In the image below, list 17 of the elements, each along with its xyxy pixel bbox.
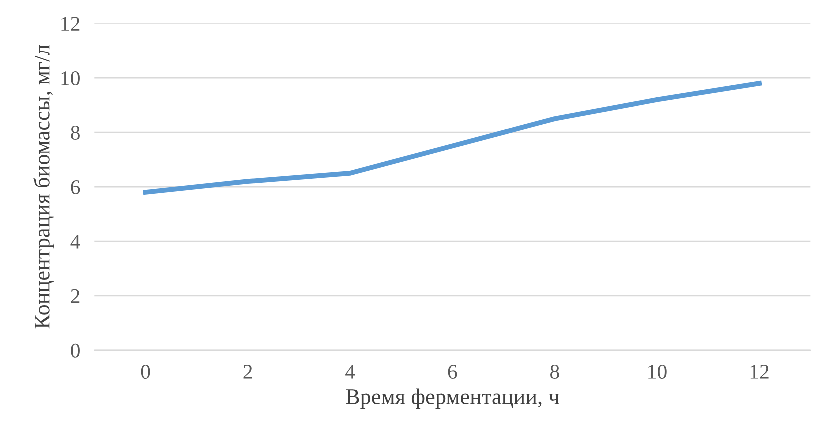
x-tick-label: 4	[346, 365, 356, 379]
y-tick-label: 12	[62, 17, 80, 31]
x-axis-title: Время ферментации, ч	[346, 388, 560, 409]
x-tick-label: 10	[648, 364, 667, 379]
x-tick-label: 8	[550, 364, 560, 379]
y-axis-title: Концентрация биомассы, мг/л	[34, 45, 54, 329]
y-tick-label: 6	[71, 180, 80, 194]
x-tick-label: 0	[141, 364, 150, 379]
x-tick-label: 6	[448, 365, 458, 379]
y-tick-label: 4	[70, 235, 80, 249]
y-tick-label: 2	[71, 289, 80, 304]
y-tick-label: 8	[71, 126, 80, 140]
y-tick-label: 10	[62, 71, 80, 86]
x-tick-label: 2	[244, 365, 252, 379]
x-tick-label: 12	[750, 365, 769, 379]
y-tick-label: 0	[71, 344, 80, 358]
line-series	[143, 81, 762, 195]
